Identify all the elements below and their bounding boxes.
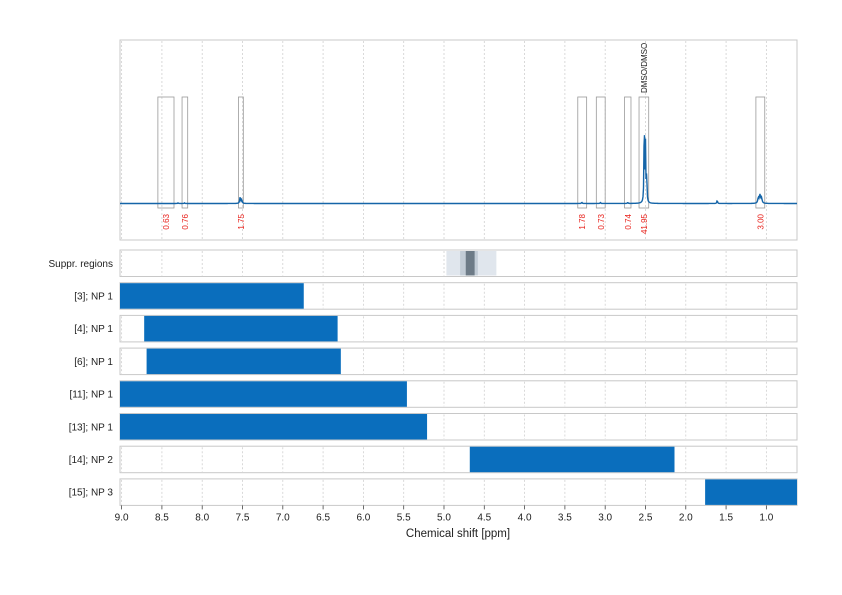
integral-region — [624, 96, 632, 209]
x-tick-label: 7.5 — [236, 512, 250, 523]
integral-region — [157, 96, 175, 209]
x-tick-label: 9.0 — [115, 512, 129, 523]
integral-value: 3.00 — [756, 213, 765, 229]
x-tick-label: 4.0 — [518, 512, 532, 523]
x-tick-label: 6.0 — [356, 512, 370, 523]
region-panel — [119, 478, 798, 506]
x-axis: 9.0 8.5 8.0 7.5 7.0 6.5 6.0 5.5 5.0 4.5 4.0 3.5 3.0 2… — [115, 505, 774, 523]
x-tick-label: 8.5 — [155, 512, 169, 523]
integral-value: 1.75 — [237, 213, 246, 229]
x-axis-label: Chemical shift [ppm] — [406, 528, 510, 540]
row-label: [14]; NP 2 — [69, 455, 114, 466]
region-bar — [120, 381, 407, 407]
region-bar — [705, 479, 797, 505]
integral-value: 0.63 — [162, 213, 171, 229]
x-tick-label: 3.5 — [558, 512, 572, 523]
row-label: [11]; NP 1 — [69, 390, 113, 401]
integral-value: 0.73 — [597, 213, 606, 229]
x-tick-label: 5.0 — [437, 512, 451, 523]
integral-region — [638, 96, 650, 209]
integral-value: 1.78 — [578, 213, 587, 229]
x-tick-label: 2.0 — [679, 512, 693, 523]
spectrum-line — [120, 135, 797, 205]
x-tick-label: 8.0 — [195, 512, 209, 523]
row-label: [15]; NP 3 — [69, 488, 114, 499]
integral-region — [577, 96, 588, 209]
row-label: [13]; NP 1 — [69, 422, 114, 433]
x-tick-label: 2.5 — [639, 512, 653, 523]
region-bar — [469, 446, 675, 473]
x-tick-label: 3.0 — [598, 512, 612, 523]
region-bar — [144, 315, 338, 342]
region-panels: Suppr. regions [3]; NP 1 [4]; NP 1 [6]; NP … — [49, 249, 798, 506]
integral-region — [181, 96, 189, 209]
integral-value: 0.74 — [624, 213, 633, 229]
x-tick-label: 1.0 — [759, 512, 773, 523]
row-label: [6]; NP 1 — [74, 357, 113, 368]
suppression-region — [465, 251, 475, 276]
region-panel — [119, 445, 798, 474]
region-bar — [120, 283, 304, 309]
integral-value: 41.95 — [640, 213, 649, 234]
spectrum-frame — [119, 39, 798, 241]
x-tick-label: 4.5 — [477, 512, 491, 523]
region-bar — [146, 348, 341, 375]
integral-region — [595, 96, 606, 209]
integral-region — [238, 96, 244, 209]
row-label: Suppr. regions — [49, 259, 114, 270]
x-tick-label: 7.0 — [276, 512, 290, 523]
x-tick-label: 5.5 — [397, 512, 411, 523]
region-bar — [120, 414, 428, 440]
integral-region — [755, 96, 766, 209]
row-label: [4]; NP 1 — [74, 324, 113, 335]
spectrum-panel: 0.63 0.76 1.75 1.78 0.73 0.74 41.95 3.00 DMSO/DM… — [119, 39, 798, 241]
peak-annotation: DMSO/DMSO — [640, 43, 649, 93]
integral-value: 0.76 — [181, 213, 190, 229]
row-label: [3]; NP 1 — [74, 291, 113, 302]
x-tick-label: 1.5 — [719, 512, 733, 523]
x-tick-label: 6.5 — [316, 512, 330, 523]
